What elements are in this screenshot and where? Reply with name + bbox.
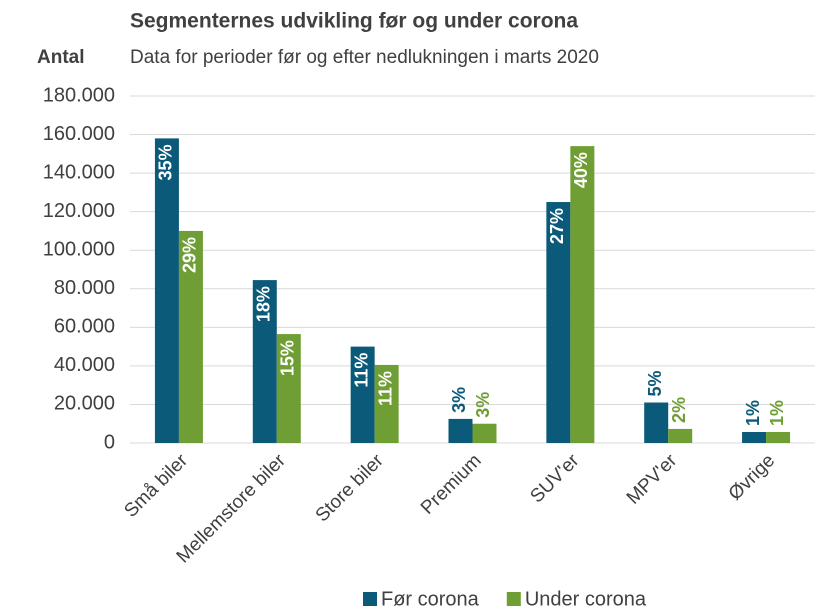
bar — [472, 423, 497, 443]
bar — [742, 432, 767, 443]
bar — [546, 202, 571, 443]
bar-value-label: 11% — [351, 353, 371, 388]
bar — [644, 402, 669, 443]
bar — [276, 334, 301, 443]
y-tick-label: 100.000 — [43, 239, 115, 261]
y-tick-label: 80.000 — [54, 277, 115, 299]
bar-value-label: 27% — [547, 208, 567, 244]
x-tick-label: Små biler — [120, 450, 192, 522]
x-tick-label: MPV'er — [623, 450, 682, 509]
bar — [252, 280, 277, 443]
x-tick-label: Premium — [417, 450, 486, 519]
bar-value-label: 18% — [254, 286, 274, 322]
bar — [374, 364, 399, 443]
bar-value-label: 1% — [767, 400, 787, 426]
bar — [668, 428, 693, 443]
bar-value-label: 29% — [180, 237, 200, 273]
bar-value-label: 5% — [645, 371, 665, 397]
bar — [178, 230, 203, 443]
y-tick-label: 160.000 — [43, 123, 115, 145]
bar-value-label: 35% — [156, 144, 176, 180]
bar-value-label: 1% — [743, 400, 763, 426]
y-tick-label: 60.000 — [54, 316, 115, 338]
legend-swatch — [506, 592, 521, 606]
bar-value-label: 3% — [473, 392, 493, 418]
legend-label: Under corona — [525, 588, 647, 610]
legend-label: Før corona — [381, 588, 480, 610]
y-tick-label: 20.000 — [54, 393, 115, 415]
x-tick-label: Øvrige — [725, 450, 779, 504]
x-tick-label: Store biler — [312, 450, 389, 527]
y-tick-label: 0 — [104, 431, 115, 453]
bar-value-label: 2% — [669, 397, 689, 423]
bar — [350, 346, 375, 443]
bar — [570, 146, 595, 443]
bar-value-label: 40% — [571, 152, 591, 188]
bar — [448, 418, 473, 443]
legend-swatch — [363, 592, 377, 606]
y-axis-label: Antal — [37, 47, 85, 68]
y-tick-label: 140.000 — [43, 161, 115, 183]
y-tick-label: 180.000 — [43, 84, 115, 106]
x-tick-label: SUV'er — [526, 450, 583, 507]
y-tick-label: 120.000 — [43, 200, 115, 222]
bar — [766, 432, 791, 443]
chart-title: Segmenternes udvikling før og under coro… — [130, 10, 578, 33]
bar-value-label: 11% — [375, 371, 395, 406]
y-tick-label: 40.000 — [54, 354, 115, 376]
bar-value-label: 3% — [449, 387, 469, 413]
bar — [154, 138, 179, 443]
chart-subtitle: Data for perioder før og efter nedluknin… — [130, 47, 599, 68]
x-tick-label: Mellemstore biler — [173, 450, 291, 568]
bar-value-label: 15% — [278, 340, 298, 376]
